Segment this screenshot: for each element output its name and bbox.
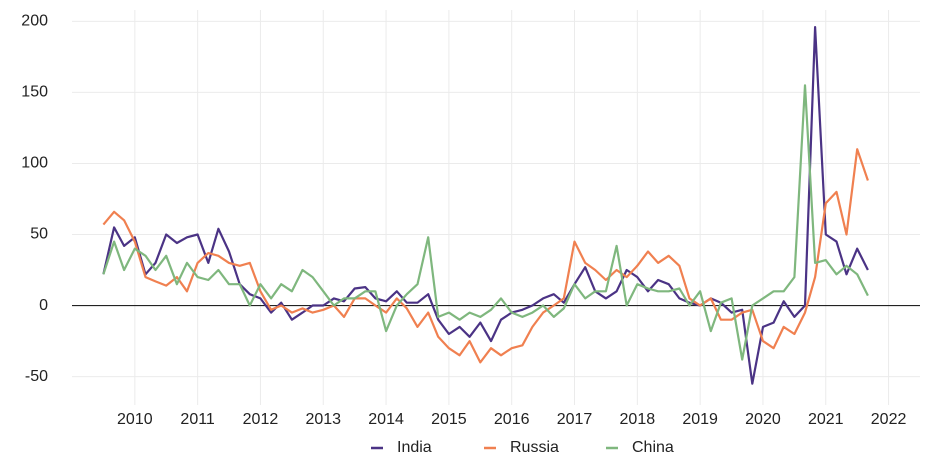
line-series <box>102 26 869 385</box>
y-tick-label: 150 <box>21 84 48 101</box>
x-tick-label: 2010 <box>117 411 153 428</box>
y-tick-label: 100 <box>21 155 48 172</box>
legend-label: Russia <box>510 439 559 456</box>
legend-label: India <box>397 439 432 456</box>
x-tick-label: 2011 <box>180 411 215 428</box>
line-series <box>102 84 869 361</box>
y-tick-label: 50 <box>30 226 48 243</box>
x-tick-label: 2015 <box>431 411 467 428</box>
x-tick-label: 2022 <box>871 411 907 428</box>
line-series <box>102 148 869 364</box>
legend-label: China <box>632 439 674 456</box>
x-tick-label: 2017 <box>557 411 593 428</box>
x-tick-label: 2014 <box>368 411 404 428</box>
x-tick-label: 2016 <box>494 411 530 428</box>
y-tick-label: 200 <box>21 13 48 30</box>
x-tick-label: 2020 <box>745 411 781 428</box>
y-tick-label: 0 <box>39 297 48 314</box>
x-tick-label: 2018 <box>620 411 656 428</box>
x-tick-label: 2013 <box>305 411 341 428</box>
x-tick-label: 2012 <box>243 411 279 428</box>
y-tick-label: -50 <box>25 368 48 385</box>
x-tick-label: 2019 <box>682 411 718 428</box>
x-tick-label: 2021 <box>808 411 844 428</box>
